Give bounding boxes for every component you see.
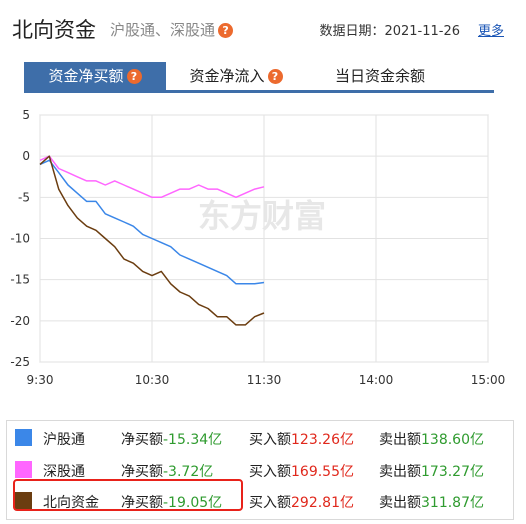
buy-label: 买入额 [249, 464, 291, 480]
sell-cell: 卖出额311.87亿 [379, 492, 484, 512]
line-chart: 东方财富 5 0 -5 -10 -15 -20 -25 9:30 10:30 11:30 14:0… [10, 108, 506, 387]
buy-value: 169.55亿 [291, 464, 354, 480]
net-buy-value: -15.34亿 [163, 432, 223, 448]
x-tick-label: 9:30 [27, 373, 54, 387]
buy-label: 买入额 [249, 432, 291, 448]
series-line [39, 155, 265, 199]
buy-cell: 买入额292.81亿 [249, 492, 354, 512]
y-tick-label: -20 [10, 314, 30, 328]
series-line [39, 159, 265, 285]
legend-name: 北向资金 [43, 495, 99, 511]
y-axis-ticks: 5 0 -5 -10 -15 -20 -25 [10, 108, 30, 369]
legend-table: 沪股通 净买额-15.34亿 买入额123.26亿 卖出额138.60亿 深股通… [6, 420, 514, 520]
sell-cell: 卖出额138.60亿 [379, 429, 484, 449]
legend-name: 深股通 [43, 464, 85, 480]
tab-net-buy-label: 资金净买额 [48, 67, 124, 85]
page-subtitle: 沪股通、深股通? [110, 19, 234, 40]
buy-cell: 买入额169.55亿 [249, 461, 354, 481]
tab-bar: 资金净买额? 资金净流入? 当日资金余额 [24, 62, 494, 94]
y-tick-label: 5 [22, 108, 30, 122]
legend-swatch [15, 429, 32, 446]
tab-net-buy[interactable]: 资金净买额? [24, 62, 166, 90]
chart-grid [39, 114, 489, 363]
help-icon[interactable]: ? [267, 69, 283, 84]
tab-daily-balance-label: 当日资金余额 [334, 67, 425, 85]
buy-value: 292.81亿 [291, 495, 354, 511]
y-tick-label: -15 [10, 273, 30, 287]
tab-net-inflow-label: 资金净流入 [189, 67, 265, 85]
x-tick-label: 14:00 [359, 373, 394, 387]
highlight-box [13, 479, 243, 511]
sell-label: 卖出额 [379, 464, 421, 480]
legend-row: 沪股通 净买额-15.34亿 买入额123.26亿 卖出额138.60亿 [7, 422, 513, 454]
x-tick-label: 11:30 [247, 373, 282, 387]
sell-cell: 卖出额173.27亿 [379, 461, 484, 481]
data-date: 数据日期：2021-11-26 [319, 24, 460, 39]
legend-swatch [15, 461, 32, 478]
buy-value: 123.26亿 [291, 432, 354, 448]
net-buy-cell: 净买额-3.72亿 [121, 461, 213, 481]
tab-underline [24, 90, 494, 93]
x-tick-label: 10:30 [135, 373, 170, 387]
net-buy-value: -3.72亿 [163, 464, 214, 480]
net-buy-cell: 净买额-15.34亿 [121, 429, 222, 449]
x-axis-ticks: 9:30 10:30 11:30 14:00 15:00 [27, 373, 506, 387]
net-buy-cell: 净买额-19.05亿 [121, 492, 222, 512]
y-tick-label: -10 [10, 232, 30, 246]
net-buy-label: 净买额 [121, 464, 163, 480]
sell-value: 138.60亿 [421, 432, 484, 448]
y-tick-label: 0 [22, 149, 30, 163]
tab-net-inflow[interactable]: 资金净流入? [176, 62, 296, 90]
page-title: 北向资金 [12, 18, 96, 42]
subtitle-text: 沪股通、深股通 [110, 21, 216, 39]
series-line [39, 155, 265, 326]
legend-name: 沪股通 [43, 432, 85, 448]
buy-cell: 买入额123.26亿 [249, 429, 354, 449]
net-buy-label: 净买额 [121, 495, 163, 511]
legend-row: 深股通 净买额-3.72亿 买入额169.55亿 卖出额173.27亿 [7, 454, 513, 486]
net-buy-value: -19.05亿 [163, 495, 223, 511]
y-tick-label: -5 [18, 190, 30, 204]
net-buy-label: 净买额 [121, 432, 163, 448]
tab-daily-balance[interactable]: 当日资金余额 [320, 62, 440, 90]
sell-label: 卖出额 [379, 432, 421, 448]
legend-row: 北向资金 净买额-19.05亿 买入额292.81亿 卖出额311.87亿 [7, 485, 513, 517]
legend-swatch [15, 492, 32, 509]
help-icon[interactable]: ? [218, 23, 234, 38]
sell-label: 卖出额 [379, 495, 421, 511]
help-icon[interactable]: ? [126, 69, 142, 84]
buy-label: 买入额 [249, 495, 291, 511]
y-tick-label: -25 [10, 355, 30, 369]
sell-value: 173.27亿 [421, 464, 484, 480]
more-link[interactable]: 更多 [477, 24, 504, 39]
watermark: 东方财富 [198, 197, 326, 235]
header: 北向资金 沪股通、深股通? 数据日期：2021-11-26 更多 [0, 0, 526, 56]
chart-series [39, 155, 265, 326]
x-tick-label: 15:00 [471, 373, 506, 387]
sell-value: 311.87亿 [421, 495, 484, 511]
